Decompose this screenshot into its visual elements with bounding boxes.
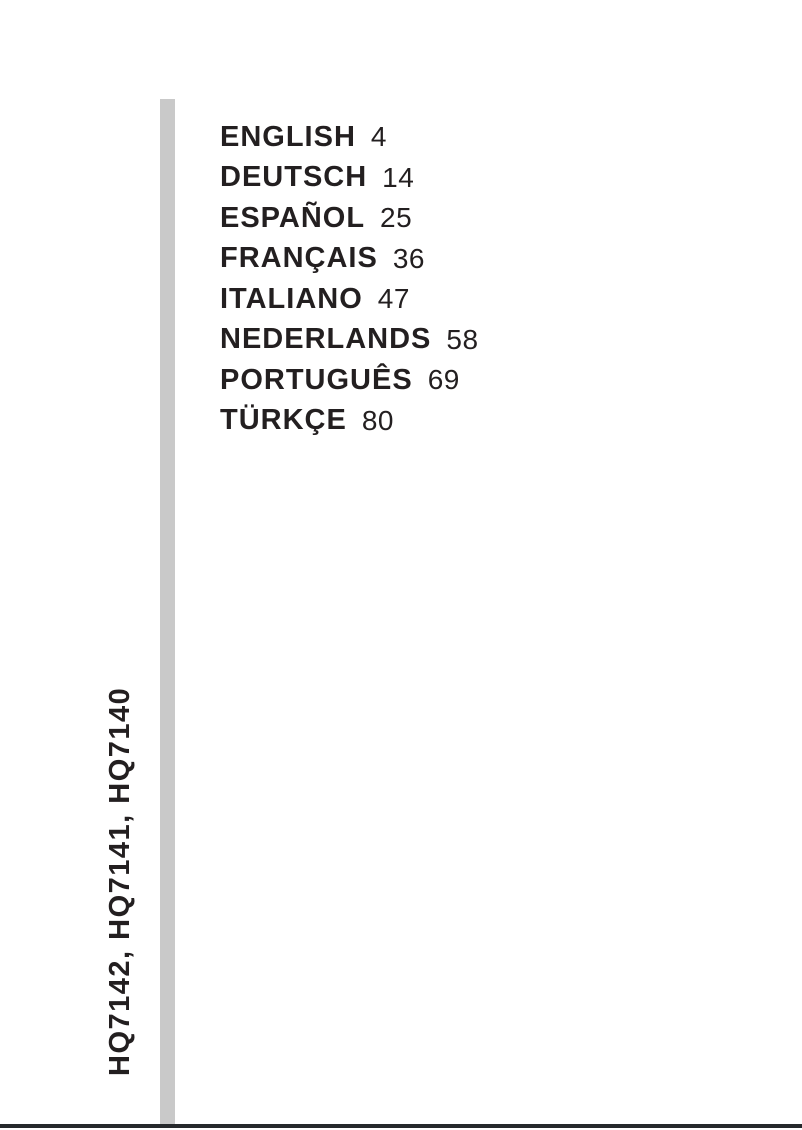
toc-language-label: ENGLISH — [220, 120, 356, 153]
toc-row: ENGLISH 4 — [220, 117, 479, 158]
toc-row: PORTUGUÊS 69 — [220, 360, 479, 401]
toc-language-label: FRANÇAIS — [220, 242, 378, 275]
toc-row: ITALIANO 47 — [220, 279, 479, 320]
toc-row: DEUTSCH 14 — [220, 158, 479, 199]
toc-language-label: TÜRKÇE — [220, 404, 347, 437]
toc-language-label: PORTUGUÊS — [220, 363, 413, 396]
toc-page-number: 25 — [380, 202, 413, 234]
toc-row: ESPAÑOL 25 — [220, 198, 479, 239]
vertical-divider-bar — [160, 99, 175, 1124]
toc-page-number: 36 — [392, 242, 425, 274]
toc-page-number: 4 — [370, 121, 387, 153]
toc-row: FRANÇAIS 36 — [220, 239, 479, 280]
language-toc-list: ENGLISH 4 DEUTSCH 14 ESPAÑOL 25 FRANÇAIS 36 ITAL… — [220, 117, 479, 441]
toc-language-label: NEDERLANDS — [220, 323, 432, 356]
toc-page-number: 47 — [377, 283, 410, 315]
toc-language-label: ESPAÑOL — [220, 201, 366, 234]
toc-language-label: DEUTSCH — [220, 161, 368, 194]
model-number-vertical-label: HQ7142, HQ7141, HQ7140 — [104, 686, 136, 1076]
toc-page-number: 58 — [446, 323, 479, 355]
toc-page-number: 14 — [382, 161, 415, 193]
toc-page-number: 69 — [427, 364, 460, 396]
toc-row: TÜRKÇE 80 — [220, 401, 479, 442]
bottom-page-rule — [0, 1124, 802, 1128]
toc-page-number: 80 — [361, 404, 394, 436]
toc-language-label: ITALIANO — [220, 282, 363, 315]
toc-row: NEDERLANDS 58 — [220, 320, 479, 361]
